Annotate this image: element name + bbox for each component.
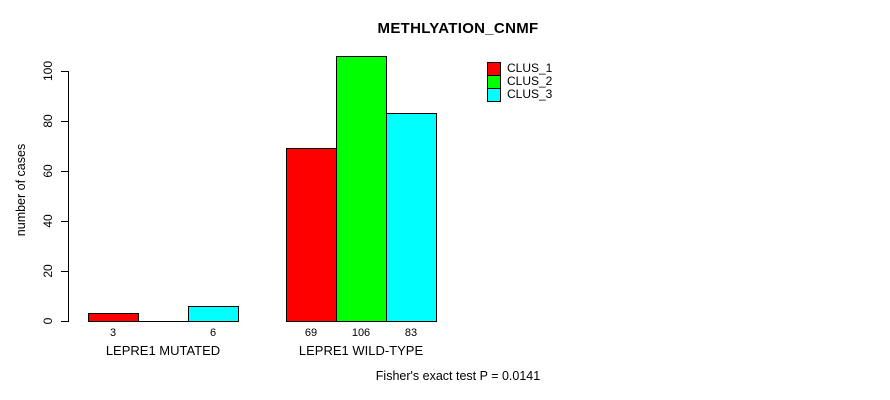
y-tick-mark [61,121,68,122]
legend: CLUS_1 CLUS_2 CLUS_3 [487,61,553,102]
legend-swatch-clus_2 [487,74,501,89]
bar-zero-clus_2-1 [138,321,189,322]
legend-label: CLUS_3 [507,87,553,101]
y-tick-mark [61,321,68,322]
bar-clus_1-2 [286,148,337,322]
legend-label: CLUS_1 [507,61,553,75]
bar-value-label: 6 [209,327,217,339]
category-label: LEPRE1 MUTATED [105,343,221,358]
bar-value-label: 106 [351,327,371,339]
y-axis-line [68,71,69,322]
y-tick-label: 100 [41,60,55,82]
y-tick-label: 20 [41,264,55,278]
y-axis-label: number of cases [14,143,28,237]
bar-clus_2-2 [336,56,387,322]
legend-swatch-clus_1 [487,61,501,76]
annotation-text: Fisher's exact test P = 0.0141 [375,369,541,383]
y-tick-mark [61,171,68,172]
legend-label: CLUS_2 [507,74,553,88]
y-tick-label: 0 [41,317,55,325]
y-tick-label: 80 [41,114,55,128]
bar-clus_3-2 [386,113,437,322]
y-tick-mark [61,271,68,272]
chart-title: METHLYATION_CNMF [377,20,539,37]
bar-clus_1-1 [88,313,139,322]
legend-item: CLUS_1 [487,61,553,76]
bar-value-label: 69 [304,327,318,339]
category-label: LEPRE1 WILD-TYPE [298,343,424,358]
bar-value-label: 3 [109,327,117,339]
y-tick-label: 60 [41,164,55,178]
legend-item: CLUS_3 [487,87,553,102]
y-tick-mark [61,221,68,222]
y-tick-mark [61,71,68,72]
legend-swatch-clus_3 [487,87,501,102]
y-tick-label: 40 [41,214,55,228]
bar-value-label: 83 [404,327,418,339]
bar-clus_3-1 [188,306,239,322]
